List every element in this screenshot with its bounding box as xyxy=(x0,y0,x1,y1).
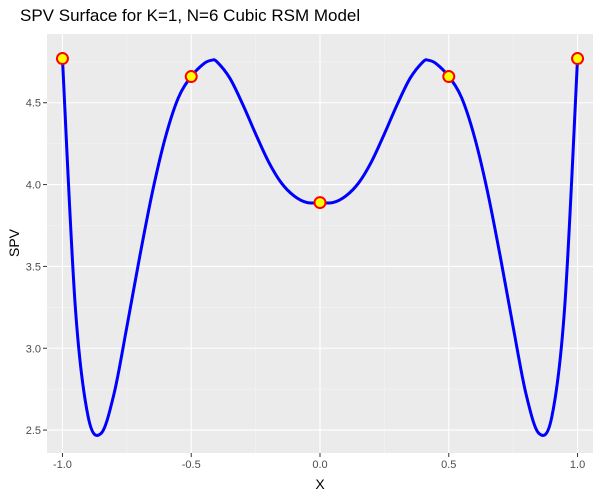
design-point xyxy=(184,70,198,84)
grid-lines xyxy=(47,34,593,453)
y-axis-label: SPV xyxy=(6,228,22,258)
y-tick-label: 4.5 xyxy=(26,98,41,110)
axes: -1.0 -0.5 0.0 0.5 1.0 2.5 3.0 3.5 4.0 4.5 xyxy=(26,98,585,471)
y-tick-label: 3.0 xyxy=(26,343,41,355)
chart-title: SPV Surface for K=1, N=6 Cubic RSM Model xyxy=(20,6,361,25)
design-point xyxy=(55,52,69,66)
design-point xyxy=(313,196,327,210)
design-points xyxy=(55,52,585,210)
y-tick-label: 4.0 xyxy=(26,180,41,192)
x-tick-label: 1.0 xyxy=(570,459,585,471)
x-tick-label: 0.0 xyxy=(312,459,327,471)
design-point xyxy=(571,52,585,66)
x-tick-label: -1.0 xyxy=(53,459,72,471)
y-tick-label: 3.5 xyxy=(26,261,41,273)
x-axis-label: X xyxy=(315,476,325,492)
design-point xyxy=(442,70,456,84)
x-tick-label: 0.5 xyxy=(441,459,456,471)
y-tick-label: 2.5 xyxy=(26,425,41,437)
x-tick-label: -0.5 xyxy=(182,459,201,471)
